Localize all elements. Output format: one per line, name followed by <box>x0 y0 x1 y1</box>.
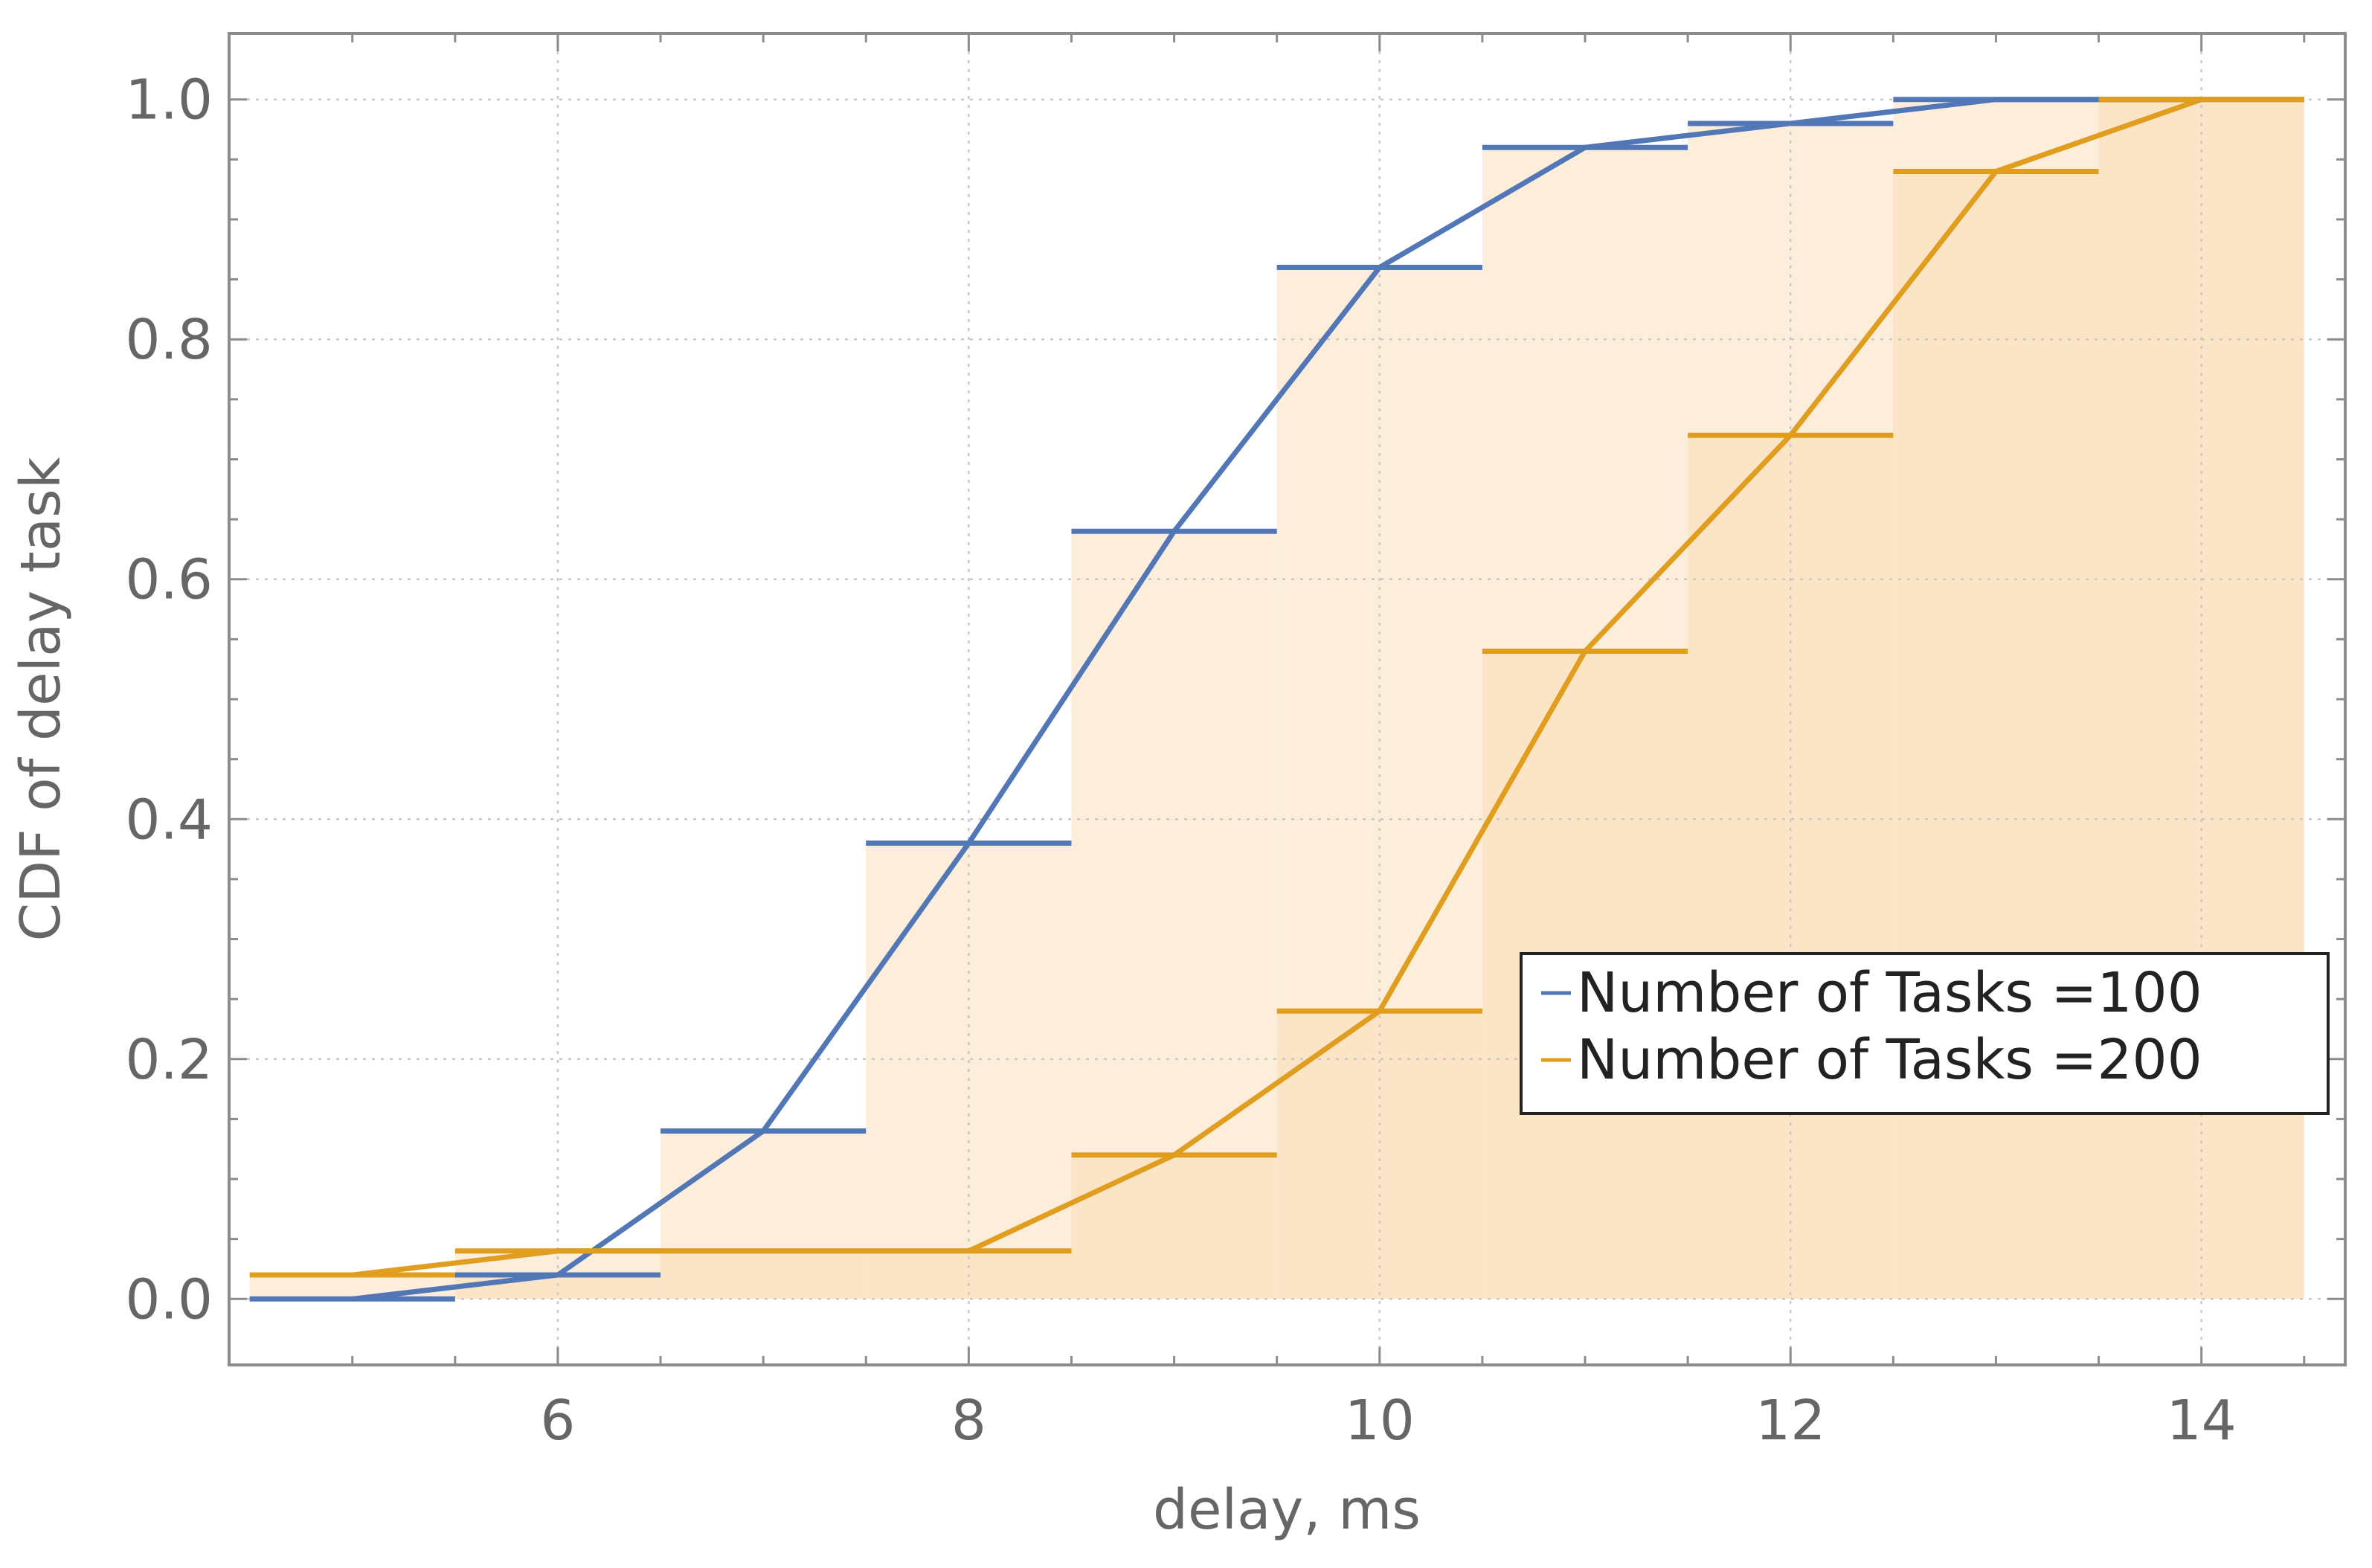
series-line-0 <box>352 97 2202 1302</box>
legend-box <box>1520 952 2330 1115</box>
x-tick-label-12: 12 <box>1755 1389 1825 1453</box>
x-tick-label-14: 14 <box>2167 1389 2237 1453</box>
bin-caps <box>249 97 2304 1302</box>
fill-bar-series-1-x-13 <box>1893 171 2099 1299</box>
bin-fills <box>249 99 2304 1299</box>
x-axis-title: delay, ms <box>1153 1478 1421 1542</box>
fill-bar-series-0-x-7 <box>661 1131 867 1299</box>
fill-bar-series-1-x-5 <box>249 1275 455 1299</box>
y-tick-label-1: 1.0 <box>125 68 213 132</box>
y-tick-label-0.2: 0.2 <box>125 1028 213 1092</box>
legend: Number of Tasks =100 Number of Tasks =20… <box>1520 952 2330 1115</box>
x-tick-labels: 6 8 10 12 14 <box>540 1389 2236 1453</box>
y-tick-label-0.6: 0.6 <box>125 548 213 612</box>
y-tick-labels: 0.0 0.2 0.4 0.6 0.8 1.0 <box>125 68 213 1332</box>
x-tick-label-8: 8 <box>951 1389 986 1453</box>
y-tick-label-0: 0.0 <box>125 1267 213 1331</box>
x-tick-label-6: 6 <box>540 1389 575 1453</box>
fill-bar-series-1-x-7 <box>661 1250 867 1299</box>
grid-lines <box>229 33 2345 1365</box>
legend-label-tasks-200: Number of Tasks =200 <box>1577 1028 2202 1092</box>
legend-label-tasks-100: Number of Tasks =100 <box>1577 961 2202 1025</box>
y-axis-title: CDF of delay task <box>9 457 73 941</box>
fill-bar-series-1-x-14 <box>2098 99 2304 1299</box>
fill-bar-series-0-x-9 <box>1071 531 1277 1299</box>
y-tick-label-0.8: 0.8 <box>125 308 213 372</box>
fill-bar-series-0-x-10 <box>1276 267 1482 1299</box>
x-tick-label-10: 10 <box>1345 1389 1415 1453</box>
axis-ticks <box>229 33 2345 1365</box>
fill-bar-series-1-x-10 <box>1276 1011 1482 1299</box>
fill-bar-series-1-x-9 <box>1071 1154 1277 1299</box>
y-tick-label-0.4: 0.4 <box>125 788 213 852</box>
